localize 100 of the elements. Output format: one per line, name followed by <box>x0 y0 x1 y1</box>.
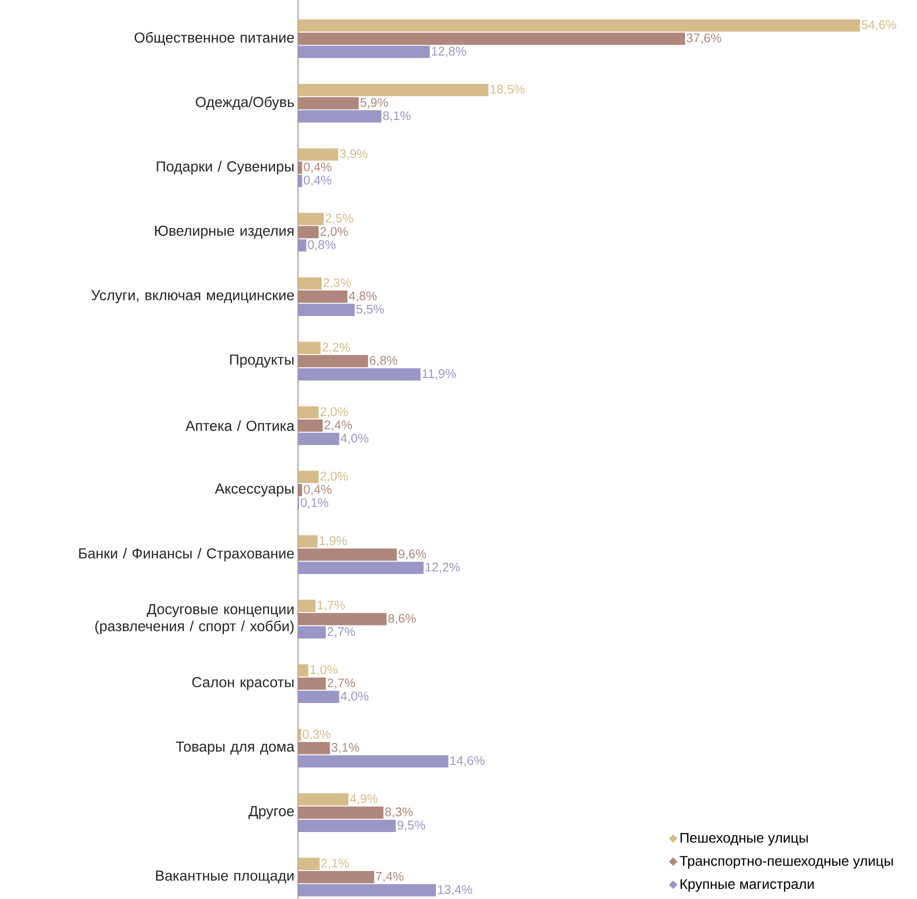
bar <box>298 342 321 354</box>
data-label: 18,5% <box>490 84 525 96</box>
data-label: 0,1% <box>300 498 328 509</box>
data-label: 1,7% <box>318 600 345 612</box>
y-tick-label: Ювелирные изделия <box>155 226 294 239</box>
bar <box>298 664 308 677</box>
bar <box>298 32 686 45</box>
data-label: 9,5% <box>398 820 426 831</box>
bar <box>298 484 302 496</box>
bar <box>298 690 340 703</box>
data-label: 8,1% <box>383 111 411 122</box>
data-label: 13,4% <box>438 885 472 896</box>
bar <box>298 290 348 303</box>
y-tick-label: Услуги, включая медицинские <box>91 290 294 304</box>
bar <box>298 46 430 58</box>
data-label: 0,4% <box>304 176 332 186</box>
bar <box>298 355 368 368</box>
data-label: 2,7% <box>328 678 356 689</box>
data-label: 2,1% <box>321 858 349 870</box>
data-label: 2,2% <box>322 342 350 354</box>
bar <box>298 110 382 123</box>
bar <box>298 162 302 174</box>
y-tick-label: Салон красоты <box>192 677 294 690</box>
data-label: 4,0% <box>340 692 368 702</box>
bar <box>298 368 420 380</box>
bar <box>298 858 320 870</box>
data-label: 0,4% <box>304 162 332 173</box>
y-tick-label: Досуговые концепции (развлечения / спорт / хобби) <box>95 604 294 634</box>
data-label: 7,4% <box>376 872 404 882</box>
y-tick-label: Товары для дома <box>176 742 294 755</box>
data-label: 4,0% <box>340 434 368 444</box>
bar <box>298 97 359 110</box>
data-label: 0,4% <box>304 484 332 496</box>
data-label: 37,6% <box>686 34 722 44</box>
bar <box>298 174 302 188</box>
data-label: 1,0% <box>310 665 338 676</box>
bar <box>298 548 397 561</box>
y-tick-label: Одежда/Обувь <box>196 96 294 110</box>
bar <box>298 470 319 484</box>
data-label: 11,9% <box>422 369 456 380</box>
y-tick-label: Другое <box>248 806 294 820</box>
bar <box>298 432 340 445</box>
data-label: 4,9% <box>350 794 378 805</box>
data-label: 2,4% <box>324 420 352 431</box>
bar <box>298 84 488 96</box>
bar <box>298 626 326 638</box>
data-label: 2,0% <box>320 472 348 482</box>
data-label: 0,3% <box>302 730 330 740</box>
bar <box>298 226 319 238</box>
bar <box>298 19 860 32</box>
data-label: 2,0% <box>320 407 348 418</box>
data-label: 6,8% <box>370 356 398 366</box>
y-tick-label: Аптека / Оптика <box>185 420 294 431</box>
bar <box>298 820 396 832</box>
data-label: 3,9% <box>340 149 368 160</box>
bar <box>298 612 387 626</box>
bar <box>298 420 323 432</box>
bar <box>298 806 384 819</box>
data-label: 8,6% <box>388 614 416 624</box>
data-label: 5,5% <box>356 304 384 316</box>
legend-label: Крупные магистрали <box>680 879 814 892</box>
data-label: 2,7% <box>328 627 356 638</box>
data-label: 5,9% <box>360 98 388 108</box>
data-label: 2,3% <box>323 278 351 289</box>
bar <box>298 239 306 252</box>
bar <box>298 212 324 226</box>
y-tick-label: Банки / Финансы / Страхование <box>79 548 294 562</box>
bar <box>298 742 330 754</box>
data-label: 9,6% <box>398 549 426 560</box>
y-tick-label: Общественное питание <box>134 32 294 46</box>
bar <box>298 600 316 612</box>
data-label: 0,8% <box>308 240 336 251</box>
data-label: 2,5% <box>326 214 353 224</box>
y-tick-label: Подарки / Сувениры <box>156 160 294 174</box>
bar <box>298 793 348 806</box>
bar <box>298 148 338 161</box>
data-label: 8,3% <box>385 807 413 818</box>
y-tick-label: Вакантные площади <box>156 870 294 884</box>
data-label: 2,0% <box>320 227 348 238</box>
data-label: 4,8% <box>348 291 377 302</box>
bar <box>298 870 374 884</box>
legend-label: Пешеходные улицы <box>680 832 808 846</box>
bar <box>298 562 424 574</box>
bar <box>298 277 322 290</box>
data-label: 54,6% <box>862 20 896 31</box>
y-tick-label: Аксессуары <box>214 484 294 497</box>
legend-label: Транспортно-пешеходные улицы <box>680 856 893 869</box>
bar <box>298 884 436 896</box>
bar <box>298 677 326 690</box>
data-label: 1,9% <box>320 536 347 547</box>
bar <box>298 728 302 742</box>
data-label: 12,8% <box>432 46 466 58</box>
bar <box>298 406 319 419</box>
y-tick-label: Продукты <box>230 354 294 368</box>
bar <box>298 304 355 316</box>
data-label: 12,2% <box>426 562 460 574</box>
bar <box>298 755 448 768</box>
data-label: 3,1% <box>332 742 360 754</box>
data-label: 14,6% <box>450 756 484 766</box>
bar <box>298 535 318 548</box>
